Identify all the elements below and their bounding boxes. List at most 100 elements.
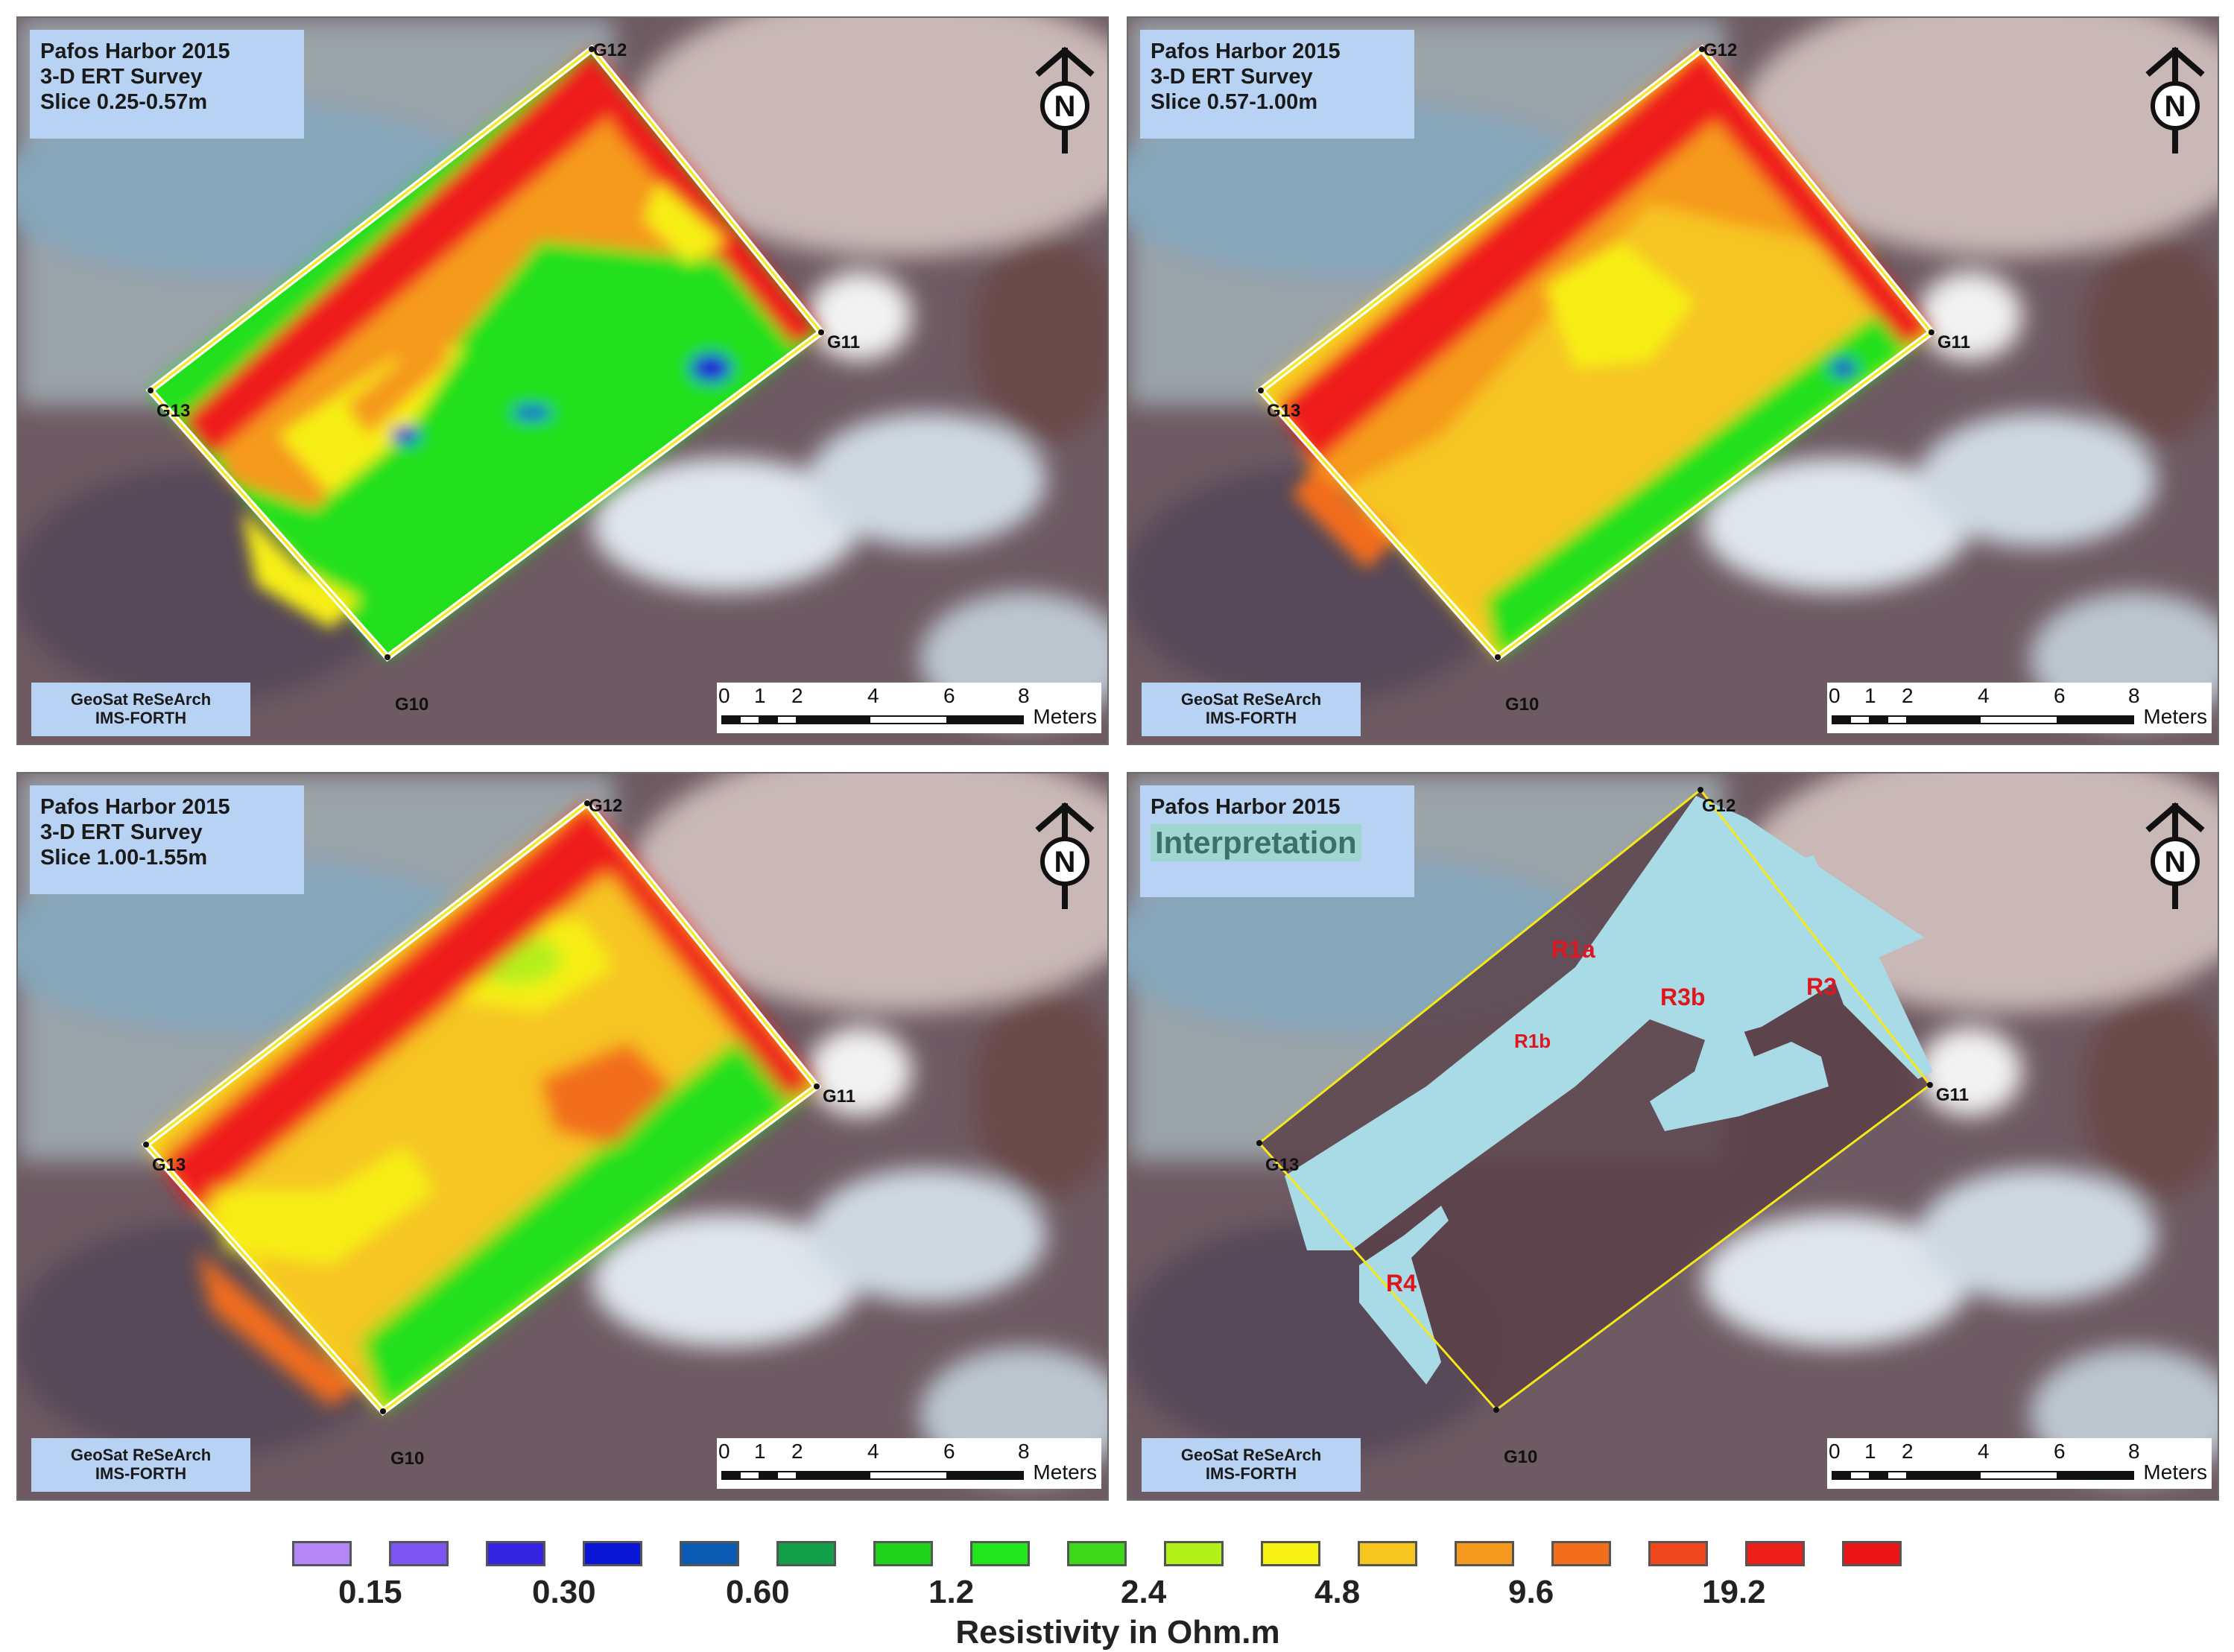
map-panel-4: G12 G11 G10 G13 R1a R1b R3 R3b R4 Pafos … xyxy=(1127,772,2219,1501)
legend-swatch xyxy=(486,1541,545,1566)
credit-line-2: IMS-FORTH xyxy=(1205,709,1297,727)
legend-swatch xyxy=(1745,1541,1805,1566)
panel-title: Pafos Harbor 2015 3-D ERT Survey Slice 0… xyxy=(1140,30,1414,139)
legend-swatch xyxy=(970,1541,1030,1566)
legend-label: 0.15 xyxy=(338,1574,402,1610)
grid-point-g13: G13 xyxy=(1267,401,1301,421)
panel-title: Pafos Harbor 2015 Interpretation xyxy=(1140,785,1414,897)
region-label-r3: R3 xyxy=(1806,973,1837,1000)
scale-tick: 2 xyxy=(1902,1440,1914,1463)
north-arrow-icon: N xyxy=(1035,802,1095,909)
scale-tick: 4 xyxy=(1978,684,1990,707)
credit-line-2: IMS-FORTH xyxy=(95,709,187,727)
interpretation-title: Interpretation xyxy=(1151,824,1361,861)
credit-box: GeoSat ReSeArch IMS-FORTH xyxy=(31,1438,250,1492)
scale-bar: 0 1 2 4 6 8 Meters xyxy=(717,1438,1101,1489)
credit-line-1: GeoSat ReSeArch xyxy=(1180,1446,1322,1464)
scale-unit: Meters xyxy=(1033,705,1097,728)
legend-swatch xyxy=(1067,1541,1127,1566)
scale-tick: 6 xyxy=(2054,684,2066,707)
legend-label: 1.2 xyxy=(928,1574,975,1610)
legend-swatch xyxy=(1842,1541,1902,1566)
scale-tick: 1 xyxy=(1864,684,1876,707)
region-r1b-shape xyxy=(1531,1004,1583,1060)
grid-point-g11: G11 xyxy=(1937,332,1971,352)
legend-swatch xyxy=(1551,1541,1611,1566)
scale-unit: Meters xyxy=(2143,1460,2207,1484)
scale-tick: 6 xyxy=(943,684,955,707)
legend-swatch xyxy=(292,1541,352,1566)
scale-tick: 0 xyxy=(718,684,730,707)
legend-label: 2.4 xyxy=(1121,1574,1167,1610)
scale-unit: Meters xyxy=(1033,1460,1097,1484)
scale-tick: 2 xyxy=(1902,684,1914,707)
legend-swatch xyxy=(1358,1541,1417,1566)
grid-point-g10: G10 xyxy=(390,1449,425,1469)
credit-line-2: IMS-FORTH xyxy=(1205,1464,1297,1483)
north-arrow-icon: N xyxy=(1035,46,1095,154)
credit-line-2: IMS-FORTH xyxy=(95,1464,187,1483)
grid-point-g10: G10 xyxy=(1505,694,1540,715)
title-line-2: 3-D ERT Survey xyxy=(40,65,203,89)
scale-bar-graphic xyxy=(1832,1471,2134,1480)
scale-bar-graphic xyxy=(721,715,1024,724)
legend-swatch xyxy=(1455,1541,1514,1566)
region-r4-shape xyxy=(1359,1206,1449,1384)
satellite-background xyxy=(1128,773,2218,1499)
region-r3-shape xyxy=(1784,855,1933,1079)
title-line-3: Slice 0.25-0.57m xyxy=(40,90,208,114)
legend-label: 0.60 xyxy=(726,1574,790,1610)
legend-swatch xyxy=(776,1541,836,1566)
scale-tick: 8 xyxy=(2128,684,2140,707)
north-label: N xyxy=(2165,90,2186,123)
grid-point-g13: G13 xyxy=(152,1155,186,1175)
map-panel-1: G12 G11 G10 G13 Pafos Harbor 2015 3-D ER… xyxy=(16,16,1109,745)
grid-point-g12: G12 xyxy=(1702,796,1736,816)
satellite-background xyxy=(18,18,1107,744)
region-r1a-shape xyxy=(1285,796,1924,1250)
scale-tick: 0 xyxy=(1829,1440,1841,1463)
resistivity-legend: 0.15 0.30 0.60 1.2 2.4 4.8 9.6 19.2 Resi… xyxy=(283,1534,1952,1651)
panel-title: Pafos Harbor 2015 3-D ERT Survey Slice 0… xyxy=(30,30,304,139)
map-panel-3: G12 G11 G10 G13 Pafos Harbor 2015 3-D ER… xyxy=(16,772,1109,1501)
title-line-3: Slice 0.57-1.00m xyxy=(1151,90,1318,114)
scale-tick: 0 xyxy=(1829,684,1841,707)
credit-box: GeoSat ReSeArch IMS-FORTH xyxy=(1142,1438,1361,1492)
panel-title: Pafos Harbor 2015 3-D ERT Survey Slice 1… xyxy=(30,785,304,894)
north-arrow-icon: N xyxy=(2145,46,2205,154)
grid-point-g13: G13 xyxy=(1265,1155,1300,1175)
credit-line-1: GeoSat ReSeArch xyxy=(70,1446,212,1464)
grid-point-g13: G13 xyxy=(156,401,191,421)
scale-unit: Meters xyxy=(2143,705,2207,728)
region-label-r3b: R3b xyxy=(1660,984,1706,1010)
grid-point-g12: G12 xyxy=(593,40,627,60)
scale-tick: 8 xyxy=(1018,1440,1030,1463)
grid-point-g11: G11 xyxy=(1936,1085,1969,1105)
grid-point-g12: G12 xyxy=(589,796,623,816)
north-label: N xyxy=(2165,846,2186,879)
legend-label: 19.2 xyxy=(1702,1574,1766,1610)
scale-tick: 8 xyxy=(2128,1440,2140,1463)
credit-box: GeoSat ReSeArch IMS-FORTH xyxy=(31,683,250,736)
scale-bar: 0 1 2 4 6 8 Meters xyxy=(717,683,1101,733)
scale-tick: 2 xyxy=(791,1440,803,1463)
scale-bar: 0 1 2 4 6 8 Meters xyxy=(1827,683,2212,733)
legend-swatch xyxy=(873,1541,933,1566)
legend-label: 0.30 xyxy=(532,1574,596,1610)
legend-title: Resistivity in Ohm.m xyxy=(955,1614,1280,1651)
scale-tick: 6 xyxy=(943,1440,955,1463)
credit-line-1: GeoSat ReSeArch xyxy=(70,690,212,709)
grid-point-g12: G12 xyxy=(1703,40,1738,60)
grid-point-g10: G10 xyxy=(1504,1447,1538,1467)
legend-swatch xyxy=(583,1541,642,1566)
scale-tick: 8 xyxy=(1018,684,1030,707)
scale-tick: 2 xyxy=(791,684,803,707)
north-label: N xyxy=(1054,90,1076,123)
scale-tick: 0 xyxy=(718,1440,730,1463)
title-line-1: Pafos Harbor 2015 xyxy=(1151,39,1341,63)
grid-point-g10: G10 xyxy=(395,694,429,715)
north-arrow-icon: N xyxy=(2145,802,2205,909)
satellite-background xyxy=(18,773,1107,1499)
satellite-background xyxy=(1128,18,2218,744)
region-label-r1a: R1a xyxy=(1551,936,1595,963)
